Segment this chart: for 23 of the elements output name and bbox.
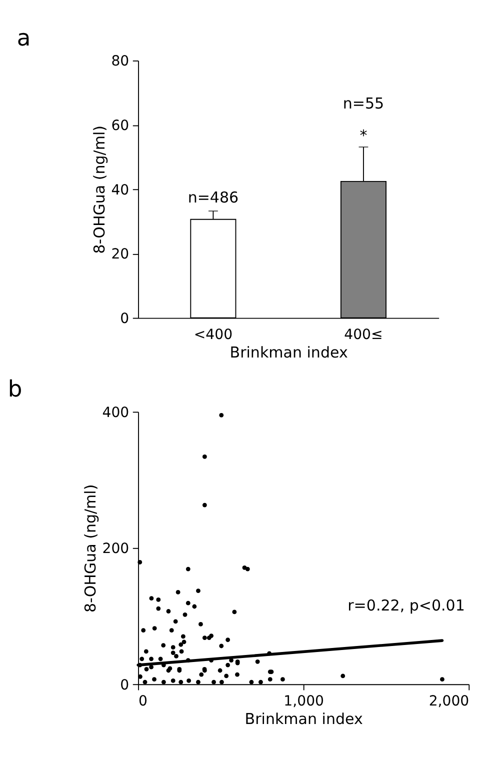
chart-title: a — [16, 25, 31, 52]
annotation: * — [360, 126, 368, 144]
y-axis-title: 8-OHGua (ng/ml) — [82, 484, 100, 613]
chart-title: b — [8, 376, 22, 403]
x-axis-title: Brinkman index — [230, 344, 348, 362]
annotation: n=486 — [188, 188, 239, 207]
x-tick-label: 400≤ — [344, 326, 383, 343]
annotation: n=55 — [342, 94, 384, 113]
x-tick-label: 1,000 — [284, 693, 324, 710]
y-tick-label: 400 — [102, 404, 130, 421]
x-axis-title: Brinkman index — [244, 710, 363, 728]
y-tick-label: 20 — [111, 246, 130, 263]
y-tick-label: 200 — [102, 541, 130, 558]
y-tick-label: 80 — [111, 54, 130, 70]
y-tick-label: 0 — [120, 310, 130, 327]
y-axis-title: 8-OHGua (ng/ml) — [90, 126, 109, 254]
x-tick-label: 2,000 — [428, 693, 470, 710]
x-tick-label: <400 — [194, 326, 233, 343]
x-tick-label: 0 — [138, 693, 148, 710]
y-tick-label: 60 — [111, 118, 130, 134]
y-tick-label: 40 — [111, 182, 130, 198]
y-tick-label: 0 — [120, 677, 130, 694]
annotation: r=0.22, p<0.01 — [348, 596, 465, 614]
